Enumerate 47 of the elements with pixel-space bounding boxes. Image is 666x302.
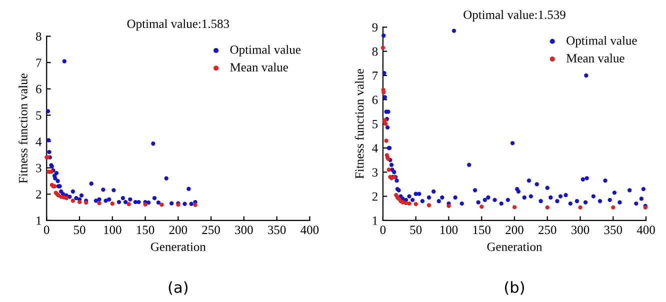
x-tick-label: 200	[169, 226, 188, 234]
legend-label: Mean value	[230, 62, 288, 72]
x-tick-label: 350	[268, 226, 286, 234]
y-tick-label: 1	[36, 216, 42, 225]
x-tick-label: 200	[506, 226, 524, 234]
x-tick-label: 250	[202, 226, 220, 234]
x-axis-title: Generation	[487, 242, 542, 252]
x-tick-label: 400	[636, 226, 655, 234]
x-tick-label: 300	[571, 226, 590, 234]
y-tick-label: 6	[372, 96, 378, 104]
y-tick-label: 3	[372, 168, 378, 177]
x-tick-label: 150	[473, 226, 490, 234]
chart-title: Optimal value:1.539	[464, 10, 566, 22]
legend-label: Mean value	[566, 54, 624, 62]
x-tick-label: 100	[440, 226, 458, 234]
y-tick-label: 5	[372, 120, 378, 128]
legend-label: Optimal value	[230, 45, 301, 56]
y-tick-label: 6	[36, 84, 42, 94]
y-tick-label: 4	[36, 138, 42, 146]
text: (a)	[168, 281, 188, 295]
y-tick-label: 1	[372, 216, 378, 225]
y-tick-label: 3	[36, 164, 42, 172]
x-tick-label: 300	[235, 226, 253, 234]
x-tick-label: 350	[604, 226, 622, 234]
y-tick-label: 2	[372, 192, 378, 201]
x-tick-label: 250	[538, 226, 556, 234]
chart-title: Optimal value:1.583	[127, 19, 230, 31]
y-tick-label: 5	[36, 111, 42, 120]
x-tick-label: 50	[410, 226, 422, 234]
legend-label: Optimal value	[566, 36, 637, 48]
x-tick-label: 400	[300, 226, 319, 234]
x-axis-title: Generation	[150, 242, 206, 252]
y-tick-label: 7	[36, 58, 42, 67]
text: (b)	[504, 281, 524, 295]
y-tick-label: 8	[372, 47, 378, 56]
y-tick-label: 2	[36, 190, 42, 198]
x-tick-label: 0	[44, 226, 50, 234]
y-tick-label: 4	[372, 144, 378, 152]
y-axis-title: Fitness function value	[354, 69, 364, 179]
y-tick-label: 8	[36, 32, 42, 41]
y-tick-label: 9	[372, 23, 378, 32]
x-tick-label: 0	[380, 226, 386, 234]
x-tick-label: 50	[74, 226, 86, 234]
y-axis-title: Fitness function value	[18, 74, 28, 184]
x-tick-label: 150	[136, 226, 154, 234]
x-tick-label: 100	[104, 226, 122, 234]
y-tick-label: 7	[372, 72, 378, 80]
